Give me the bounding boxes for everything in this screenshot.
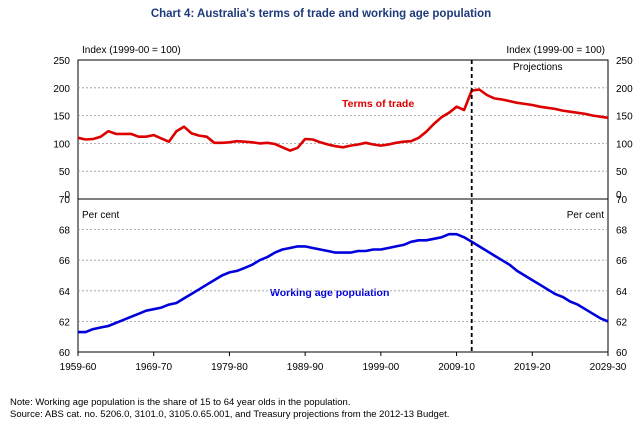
y-tick-label-left: 66 xyxy=(59,256,71,267)
y-tick-label-left: 70 xyxy=(59,195,71,206)
y-tick-label-right: 70 xyxy=(616,195,628,206)
y-tick-label-left: 62 xyxy=(59,317,71,328)
y-tick-label-right: 150 xyxy=(616,112,633,123)
x-tick-label: 1979-80 xyxy=(211,362,248,373)
bottom-left-unit: Per cent xyxy=(82,210,119,221)
x-tick-label: 1969-70 xyxy=(135,362,172,373)
x-tick-label: 1959-60 xyxy=(60,362,97,373)
y-tick-label-left: 200 xyxy=(53,84,70,95)
series-line-working-age-population xyxy=(78,232,609,334)
y-tick-label-left: 100 xyxy=(53,139,70,150)
y-tick-label-right: 60 xyxy=(616,348,628,359)
y-tick-label-right: 100 xyxy=(616,139,633,150)
x-tick-label: 2009-10 xyxy=(438,362,475,373)
y-tick-label-right: 50 xyxy=(616,167,628,178)
x-tick-label: 1989-90 xyxy=(287,362,324,373)
top-left-unit: Index (1999-00 = 100) xyxy=(82,45,181,56)
y-tick-label-right: 250 xyxy=(616,56,633,67)
y-tick-label-left: 64 xyxy=(59,287,71,298)
chart-title: Chart 4: Australia's terms of trade and … xyxy=(151,8,491,20)
y-tick-label-left: 250 xyxy=(53,56,70,67)
y-tick-label-left: 150 xyxy=(53,112,70,123)
plot-frame xyxy=(77,59,609,353)
chart-note: Note: Working age population is the shar… xyxy=(10,397,351,408)
y-tick-label-right: 200 xyxy=(616,84,633,95)
y-tick-label-right: 62 xyxy=(616,317,628,328)
working-age-population-label: Working age population xyxy=(270,287,389,299)
x-tick-label: 2019-20 xyxy=(514,362,551,373)
y-tick-label-right: 64 xyxy=(616,287,628,298)
y-tick-label-right: 66 xyxy=(616,256,628,267)
series-line-terms-of-trade xyxy=(77,88,609,152)
top-right-unit: Index (1999-00 = 100) xyxy=(506,45,605,56)
x-tick-label: 2029-30 xyxy=(590,362,627,373)
x-tick-label: 1999-00 xyxy=(363,362,400,373)
y-tick-label-left: 50 xyxy=(59,167,71,178)
chart-source: Source: ABS cat. no. 5206.0, 3101.0, 310… xyxy=(10,409,450,420)
bottom-right-unit: Per cent xyxy=(567,210,604,221)
y-tick-label-left: 0 xyxy=(64,190,70,201)
terms-of-trade-label: Terms of trade xyxy=(342,98,414,110)
y-tick-label-right: 68 xyxy=(616,226,628,237)
y-tick-label-right: 0 xyxy=(616,190,622,201)
projections-label: Projections xyxy=(513,62,562,73)
y-tick-label-left: 68 xyxy=(59,226,71,237)
y-tick-label-left: 60 xyxy=(59,348,71,359)
